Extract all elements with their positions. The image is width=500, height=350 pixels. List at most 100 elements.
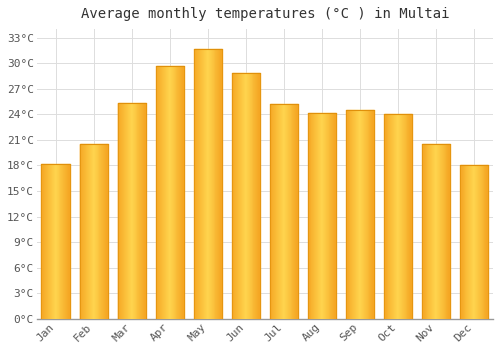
Bar <box>388 114 390 319</box>
Bar <box>432 144 433 319</box>
Bar <box>106 144 107 319</box>
Bar <box>478 164 479 319</box>
Bar <box>247 74 248 319</box>
Bar <box>194 49 196 319</box>
Bar <box>435 144 436 319</box>
Bar <box>321 113 322 319</box>
Bar <box>66 164 67 319</box>
Bar <box>320 113 321 319</box>
Bar <box>69 164 70 319</box>
Bar <box>471 164 472 319</box>
Bar <box>205 49 206 319</box>
Bar <box>460 164 462 319</box>
Bar <box>167 66 168 319</box>
Bar <box>181 66 182 319</box>
Bar <box>176 66 178 319</box>
Bar <box>47 164 48 319</box>
Bar <box>68 164 69 319</box>
Bar <box>46 164 47 319</box>
Bar <box>94 144 96 319</box>
Bar <box>363 110 364 319</box>
Bar <box>404 114 406 319</box>
Bar <box>58 164 59 319</box>
Bar <box>212 49 214 319</box>
Bar <box>278 104 279 319</box>
Bar <box>145 103 146 319</box>
Bar <box>276 104 277 319</box>
Bar <box>476 164 477 319</box>
Bar <box>204 49 205 319</box>
Bar <box>91 144 92 319</box>
Bar <box>356 110 357 319</box>
Bar <box>172 66 174 319</box>
Bar <box>210 49 212 319</box>
Bar <box>48 164 49 319</box>
Bar <box>392 114 393 319</box>
Bar <box>98 144 100 319</box>
Bar <box>272 104 274 319</box>
Bar <box>283 104 284 319</box>
Bar <box>82 144 84 319</box>
Bar <box>240 74 241 319</box>
Bar <box>477 164 478 319</box>
Bar <box>245 74 246 319</box>
Bar <box>182 66 183 319</box>
Bar <box>322 113 323 319</box>
Bar <box>328 113 330 319</box>
Bar <box>174 66 176 319</box>
Bar <box>279 104 280 319</box>
Bar <box>312 113 314 319</box>
Bar <box>366 110 368 319</box>
Bar <box>221 49 222 319</box>
Bar <box>410 114 412 319</box>
Bar <box>53 164 54 319</box>
Bar <box>480 164 482 319</box>
Bar <box>364 110 366 319</box>
Bar <box>134 103 136 319</box>
Bar <box>102 144 104 319</box>
Bar <box>287 104 288 319</box>
Bar <box>52 164 53 319</box>
Bar <box>67 164 68 319</box>
Bar <box>408 114 410 319</box>
Bar <box>56 164 58 319</box>
Bar <box>248 74 250 319</box>
Bar <box>296 104 297 319</box>
Bar <box>86 144 87 319</box>
Bar <box>323 113 324 319</box>
Bar <box>118 103 120 319</box>
Bar <box>362 110 363 319</box>
Bar <box>239 74 240 319</box>
Bar <box>250 74 252 319</box>
Bar <box>123 103 124 319</box>
Bar <box>126 103 127 319</box>
Bar <box>60 164 62 319</box>
Bar <box>348 110 350 319</box>
Bar <box>202 49 203 319</box>
Bar <box>51 164 52 319</box>
Bar <box>124 103 125 319</box>
Bar <box>144 103 145 319</box>
Bar <box>466 164 468 319</box>
Bar <box>163 66 164 319</box>
Bar <box>140 103 141 319</box>
Bar <box>470 164 471 319</box>
Bar <box>372 110 374 319</box>
Bar <box>428 144 430 319</box>
Bar <box>330 113 332 319</box>
Bar <box>131 103 132 319</box>
Bar <box>165 66 166 319</box>
Bar <box>368 110 370 319</box>
Bar <box>89 144 90 319</box>
Bar <box>294 104 296 319</box>
Bar <box>216 49 218 319</box>
Bar <box>479 164 480 319</box>
Bar <box>254 74 256 319</box>
Bar <box>472 164 473 319</box>
Bar <box>394 114 395 319</box>
Bar <box>433 144 434 319</box>
Bar <box>288 104 290 319</box>
Bar <box>430 144 432 319</box>
Bar <box>42 164 43 319</box>
Bar <box>360 110 361 319</box>
